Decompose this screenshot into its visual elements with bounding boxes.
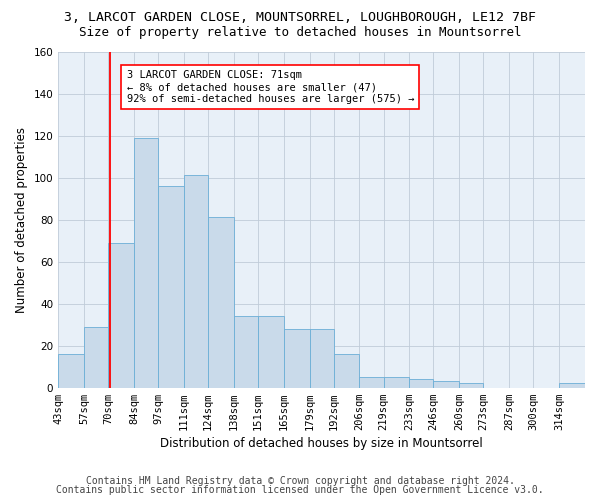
Bar <box>409 380 433 388</box>
Bar <box>258 316 284 388</box>
Bar <box>184 176 208 388</box>
Bar <box>134 138 158 388</box>
Bar <box>158 186 184 388</box>
Bar <box>208 218 234 388</box>
Bar <box>284 329 310 388</box>
Text: 3 LARCOT GARDEN CLOSE: 71sqm
← 8% of detached houses are smaller (47)
92% of sem: 3 LARCOT GARDEN CLOSE: 71sqm ← 8% of det… <box>127 70 414 104</box>
X-axis label: Distribution of detached houses by size in Mountsorrel: Distribution of detached houses by size … <box>160 437 483 450</box>
Text: Size of property relative to detached houses in Mountsorrel: Size of property relative to detached ho… <box>79 26 521 39</box>
Bar <box>359 377 383 388</box>
Bar <box>108 242 134 388</box>
Text: Contains HM Land Registry data © Crown copyright and database right 2024.: Contains HM Land Registry data © Crown c… <box>86 476 514 486</box>
Text: Contains public sector information licensed under the Open Government Licence v3: Contains public sector information licen… <box>56 485 544 495</box>
Bar <box>433 382 459 388</box>
Bar <box>559 384 585 388</box>
Bar <box>84 327 108 388</box>
Bar <box>310 329 334 388</box>
Y-axis label: Number of detached properties: Number of detached properties <box>15 126 28 312</box>
Text: 3, LARCOT GARDEN CLOSE, MOUNTSORREL, LOUGHBOROUGH, LE12 7BF: 3, LARCOT GARDEN CLOSE, MOUNTSORREL, LOU… <box>64 11 536 24</box>
Bar <box>459 384 484 388</box>
Bar <box>383 377 409 388</box>
Bar <box>58 354 84 388</box>
Bar <box>234 316 258 388</box>
Bar <box>334 354 359 388</box>
